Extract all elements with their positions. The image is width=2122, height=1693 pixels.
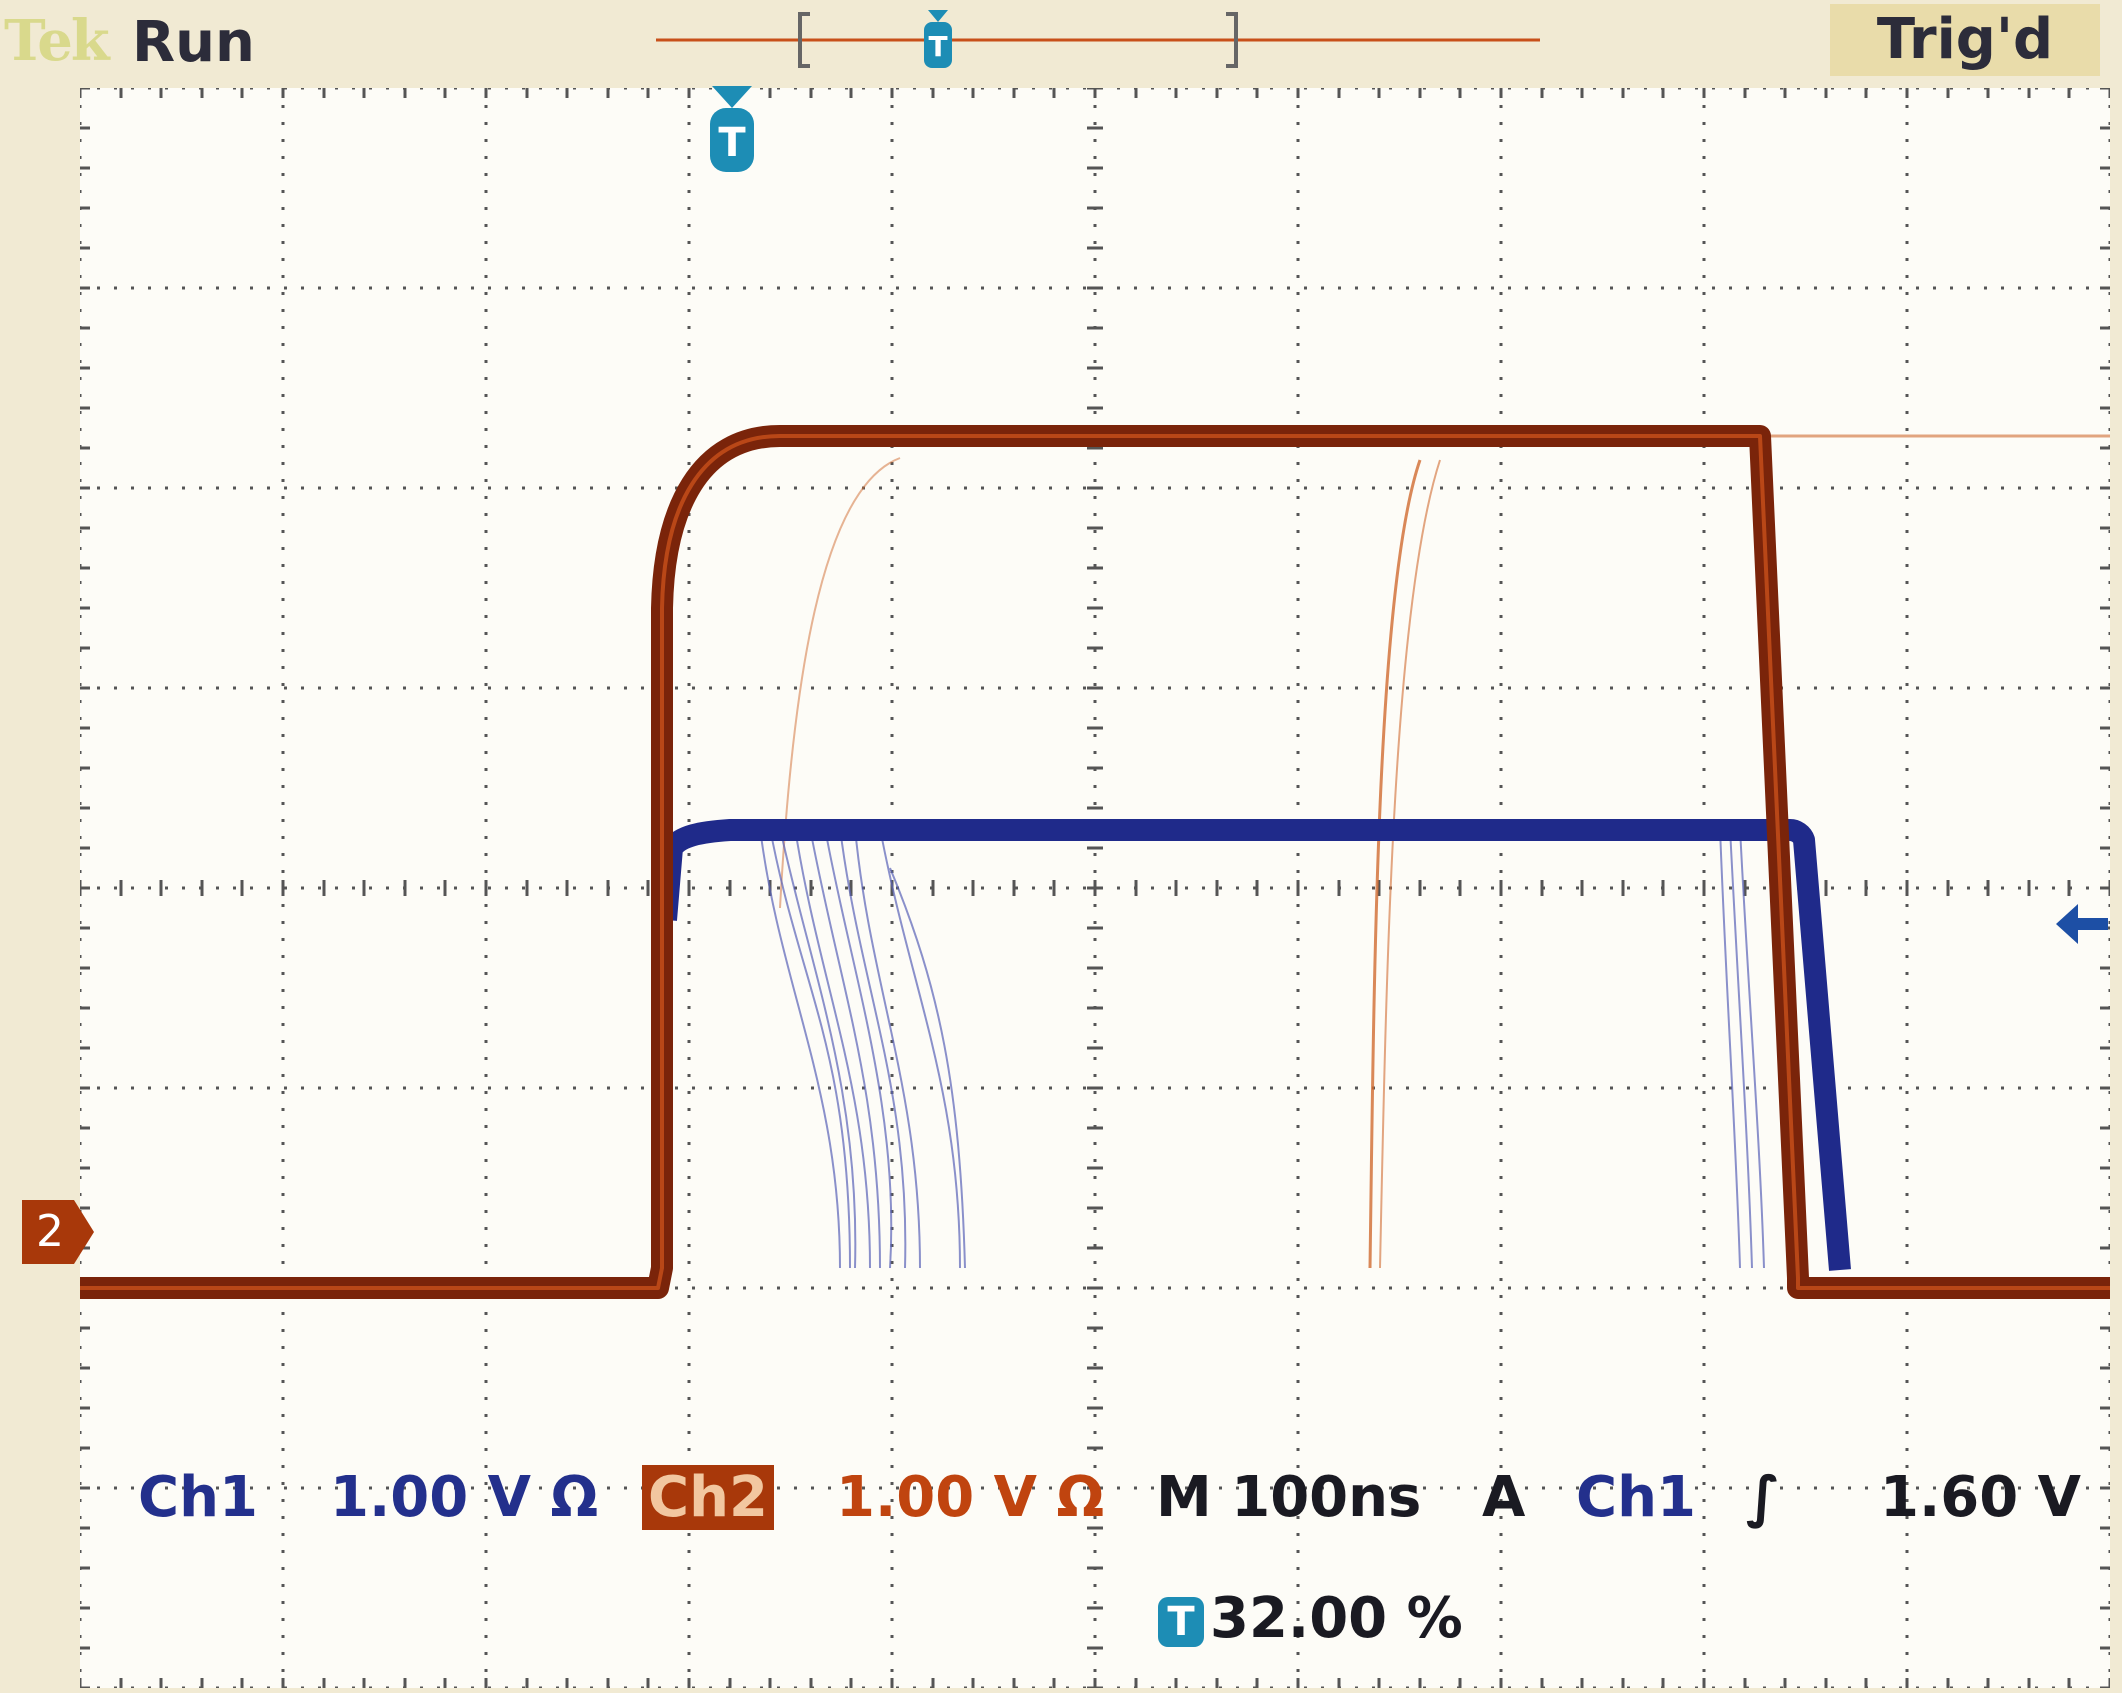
ch1-label[interactable]: Ch1 (138, 1465, 258, 1530)
trigger-slope-icon[interactable]: ∫ (1746, 1465, 1781, 1530)
ch1-ghost-traces (759, 827, 1765, 1269)
waveform-display[interactable] (80, 88, 2110, 1688)
trigger-level-arrow-icon[interactable] (2056, 898, 2108, 950)
trigger-mode[interactable]: A (1482, 1465, 1526, 1530)
acquisition-status: Run (132, 10, 255, 75)
trigger-level-readout[interactable]: 1.60 V (1880, 1465, 2082, 1530)
trigger-marker-label: T (718, 120, 746, 166)
ch2-scale[interactable]: 1.00 V Ω (836, 1465, 1104, 1530)
trigger-source[interactable]: Ch1 (1576, 1465, 1696, 1530)
timebase-readout[interactable]: M 100ns (1156, 1465, 1422, 1530)
record-trigger-icon: T (924, 10, 952, 68)
brand-logo: Tek (4, 8, 110, 74)
ch1-scale-value: 1.00 V (330, 1465, 532, 1530)
ch2-ghost-trace (1379, 459, 1441, 1269)
ch2-ground-label: 2 (36, 1206, 64, 1257)
ch1-trace (655, 819, 1851, 1271)
ch2-ground-marker[interactable]: 2 (22, 1200, 94, 1264)
record-window-left-bracket (798, 12, 810, 68)
trigger-position-value: 32.00 % (1210, 1586, 1463, 1651)
ch2-scale-value: 1.00 V (836, 1465, 1038, 1530)
ch2-label: Ch2 (642, 1465, 774, 1530)
status-bar: Tek Run T Trig'd (0, 0, 2122, 84)
record-position-bar[interactable]: T (640, 0, 1560, 84)
trigger-position-readout[interactable]: T 32.00 % (1158, 1586, 1463, 1651)
trigger-position-marker[interactable]: T (702, 86, 762, 182)
ch2-ghost-trace (1368, 459, 1422, 1269)
waveforms (80, 425, 2110, 1299)
ch2-trace-edge (80, 434, 2110, 1290)
trigger-position-icon: T (1158, 1596, 1204, 1647)
ch1-impedance-icon: Ω (550, 1465, 599, 1530)
ch1-scale[interactable]: 1.00 V Ω (330, 1465, 598, 1530)
ch2-label-box[interactable]: Ch2 (642, 1465, 774, 1530)
trigger-status: Trig'd (1830, 4, 2100, 76)
ch2-impedance-icon: Ω (1056, 1465, 1105, 1530)
record-window-right-bracket (1226, 12, 1238, 68)
ch2-ghost-trace (779, 457, 901, 909)
record-trigger-label: T (928, 30, 947, 63)
